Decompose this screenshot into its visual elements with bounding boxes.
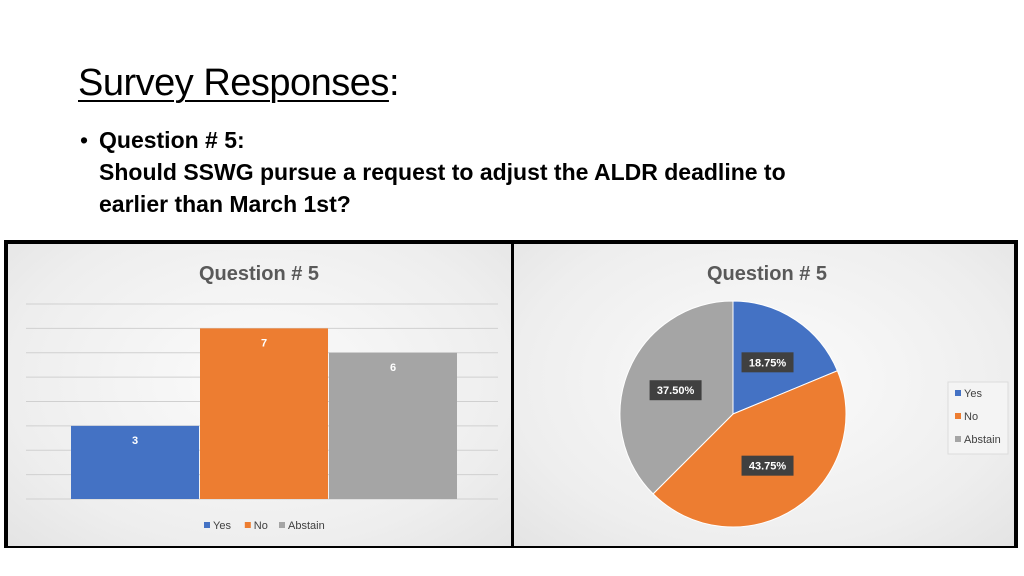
charts-frame: Question # 5 3 7 6 Yes No Abstain Question #…: [4, 240, 1018, 548]
bar-data-label-yes: 3: [132, 435, 138, 447]
pie-legend-label-no: No: [964, 411, 978, 423]
pie-slice-no: [652, 370, 847, 528]
bar-legend-swatch-no: [244, 522, 251, 528]
slide-title-text: Survey Responses: [78, 62, 389, 104]
pie-legend-label-yes: Yes: [964, 388, 982, 400]
bar-chart-title: Question # 5: [199, 263, 319, 285]
pie-legend-swatch-yes: [955, 390, 961, 396]
bar-legend-label-abstain: Abstain: [288, 520, 325, 532]
pie-data-label-abstain: 37.50%: [657, 385, 695, 397]
slide-title-colon: :: [388, 62, 400, 104]
slide-title: Survey Responses:: [78, 62, 400, 105]
pie-label-box-yes: [741, 352, 794, 373]
bar-chart: Question # 5 3 7 6 Yes No Abstain: [26, 263, 498, 532]
pie-chart-labels: 18.75% 43.75% 37.50%: [649, 352, 794, 476]
question-bullet: • Question # 5: Should SSWG pursue a req…: [80, 124, 940, 220]
question-number: Question # 5:: [99, 127, 245, 153]
bar-chart-panel: Question # 5 3 7 6 Yes No Abstain: [8, 244, 511, 546]
pie-chart-title: Question # 5: [707, 263, 827, 285]
pie-chart-legend: Yes No Abstain: [947, 381, 1009, 455]
bar-legend-label-yes: Yes: [213, 520, 231, 532]
bar-legend-swatch-abstain: [279, 522, 285, 528]
question-text-line1: Should SSWG pursue a request to adjust t…: [99, 159, 786, 185]
bullet-dot: •: [80, 127, 89, 153]
bar-chart-bars: 3 7 6: [71, 328, 457, 499]
pie-chart: Question # 5 18.75% 43.75% 37.50% Yes No Abs…: [619, 263, 1009, 528]
pie-chart-slices: [619, 300, 847, 528]
bar-abstain: [329, 352, 457, 499]
question-text-line2: earlier than March 1st?: [99, 191, 351, 217]
pie-chart-panel: Question # 5 18.75% 43.75% 37.50% Yes No Abs…: [514, 244, 1014, 546]
bar-chart-legend: Yes No Abstain: [204, 520, 325, 532]
bar-legend-swatch-yes: [204, 522, 210, 528]
pie-label-box-abstain: [649, 380, 702, 401]
pie-data-label-no: 43.75%: [749, 461, 787, 473]
pie-label-box-no: [741, 455, 794, 476]
bar-data-label-abstain: 6: [390, 362, 396, 374]
pie-legend-swatch-no: [955, 413, 961, 419]
bar-legend-label-no: No: [254, 520, 268, 532]
bar-yes: [71, 425, 199, 499]
pie-data-label-yes: 18.75%: [749, 357, 787, 369]
pie-legend-swatch-abstain: [955, 436, 961, 442]
bar-data-label-no: 7: [261, 337, 267, 349]
pie-legend-label-abstain: Abstain: [964, 434, 1001, 446]
bar-no: [200, 328, 328, 499]
